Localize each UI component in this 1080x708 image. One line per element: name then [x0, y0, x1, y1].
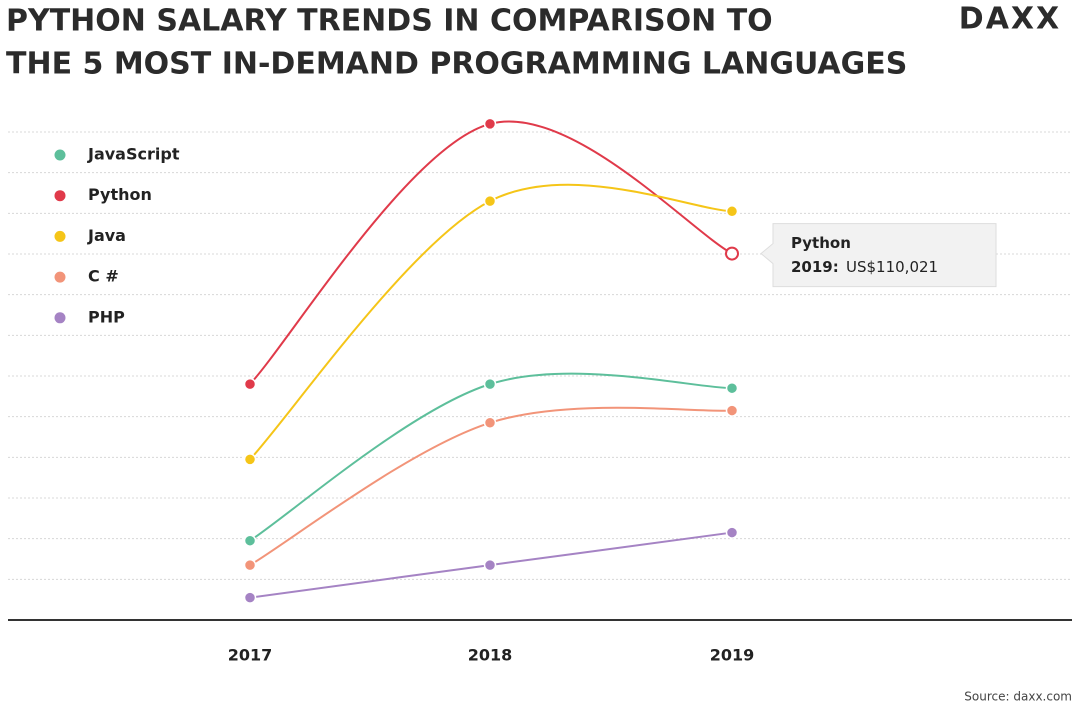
tooltip-value: US$110,021 — [846, 258, 938, 276]
legend-marker — [54, 230, 66, 242]
chart-title: PYTHON SALARY TRENDS IN COMPARISON TO — [6, 4, 773, 39]
grid — [8, 131, 1072, 580]
legend-marker — [54, 312, 66, 324]
data-point — [483, 558, 497, 572]
data-point — [483, 377, 497, 391]
legend-label: PHP — [88, 307, 125, 326]
data-point — [725, 246, 739, 261]
legend-marker — [54, 271, 66, 283]
data-point — [725, 404, 739, 417]
data-point — [725, 381, 739, 395]
data-point — [243, 377, 257, 391]
series-line — [249, 120, 733, 385]
plot — [243, 117, 739, 604]
data-point — [243, 591, 257, 604]
tooltip-box — [760, 223, 997, 288]
legend-label: Java — [87, 226, 126, 245]
x-tick-label: 2017 — [228, 646, 273, 665]
legend-label: C # — [88, 267, 119, 286]
legend-label: Python — [88, 185, 152, 204]
data-point — [725, 526, 739, 539]
data-point — [243, 453, 257, 466]
x-tick-label: 2018 — [468, 646, 513, 665]
legend-marker — [54, 149, 66, 161]
legend-marker — [54, 190, 66, 202]
data-point — [483, 194, 497, 208]
source: Source: daxx.com — [964, 690, 1072, 704]
data-point — [483, 117, 497, 131]
data-point — [243, 534, 257, 547]
data-point — [725, 205, 739, 218]
data-point — [243, 558, 257, 572]
chart-title: THE 5 MOST IN-DEMAND PROGRAMMING LANGUAG… — [6, 47, 907, 82]
tooltip-series: Python — [791, 234, 851, 252]
legend-label: JavaScript — [87, 145, 180, 164]
logo: DAXX — [959, 2, 1061, 37]
tooltip-x: 2019: — [791, 258, 839, 276]
x-tick-label: 2019 — [710, 646, 755, 665]
data-point — [483, 416, 497, 430]
